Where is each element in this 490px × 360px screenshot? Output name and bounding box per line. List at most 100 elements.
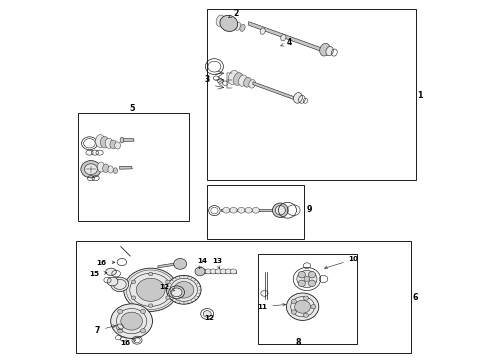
Ellipse shape: [167, 275, 201, 304]
Text: 16: 16: [97, 260, 115, 266]
Ellipse shape: [174, 282, 194, 298]
Ellipse shape: [100, 136, 109, 148]
Ellipse shape: [210, 269, 217, 274]
Ellipse shape: [120, 137, 123, 143]
Ellipse shape: [220, 15, 238, 31]
Ellipse shape: [294, 93, 302, 103]
Polygon shape: [120, 166, 132, 169]
Text: 9: 9: [306, 205, 312, 214]
Ellipse shape: [205, 269, 212, 274]
Ellipse shape: [286, 293, 319, 320]
Ellipse shape: [148, 304, 153, 307]
Ellipse shape: [240, 24, 245, 31]
Text: 12: 12: [159, 284, 175, 291]
Ellipse shape: [225, 269, 232, 274]
Text: 6: 6: [413, 292, 418, 302]
Text: 4: 4: [281, 38, 292, 47]
Ellipse shape: [118, 329, 122, 333]
Ellipse shape: [171, 288, 182, 297]
Ellipse shape: [111, 304, 152, 338]
Ellipse shape: [298, 271, 305, 278]
Ellipse shape: [297, 270, 317, 288]
Text: 2: 2: [228, 9, 239, 18]
Bar: [77, 113, 189, 221]
Ellipse shape: [113, 168, 118, 174]
Ellipse shape: [121, 312, 143, 330]
Text: 7: 7: [95, 325, 116, 335]
Ellipse shape: [275, 206, 285, 215]
Ellipse shape: [141, 329, 146, 333]
Ellipse shape: [303, 313, 309, 318]
Ellipse shape: [244, 77, 251, 87]
Ellipse shape: [203, 311, 211, 317]
Ellipse shape: [220, 269, 227, 274]
Ellipse shape: [118, 309, 122, 314]
Ellipse shape: [108, 166, 113, 173]
Ellipse shape: [131, 280, 136, 284]
Bar: [76, 241, 411, 353]
Text: 15: 15: [90, 271, 107, 277]
Text: 14: 14: [197, 258, 208, 269]
Ellipse shape: [200, 269, 207, 274]
Polygon shape: [200, 270, 236, 273]
Ellipse shape: [96, 135, 105, 148]
Text: 1: 1: [417, 91, 423, 100]
Polygon shape: [253, 82, 295, 100]
Text: 5: 5: [129, 104, 135, 112]
Ellipse shape: [235, 22, 241, 30]
Ellipse shape: [166, 280, 170, 284]
Ellipse shape: [252, 207, 259, 213]
Ellipse shape: [148, 272, 153, 276]
Ellipse shape: [221, 17, 228, 27]
Ellipse shape: [260, 28, 265, 34]
Text: 11: 11: [257, 303, 286, 310]
Ellipse shape: [105, 138, 113, 148]
Ellipse shape: [215, 269, 221, 274]
Ellipse shape: [320, 43, 330, 56]
Ellipse shape: [230, 269, 237, 274]
Ellipse shape: [225, 19, 233, 28]
Bar: [258, 254, 357, 344]
Text: 13: 13: [212, 258, 222, 269]
Ellipse shape: [84, 164, 98, 175]
Ellipse shape: [308, 280, 316, 287]
Bar: [207, 185, 304, 239]
Ellipse shape: [141, 309, 146, 314]
Ellipse shape: [304, 276, 310, 282]
Ellipse shape: [233, 73, 243, 85]
Ellipse shape: [245, 207, 252, 213]
Ellipse shape: [303, 296, 309, 300]
Ellipse shape: [230, 207, 237, 213]
Ellipse shape: [107, 277, 118, 286]
Ellipse shape: [110, 140, 117, 149]
Ellipse shape: [174, 258, 187, 269]
Ellipse shape: [298, 280, 305, 287]
Text: 12: 12: [204, 315, 214, 320]
Bar: [207, 9, 416, 180]
Text: 16: 16: [121, 339, 136, 346]
Text: 8: 8: [295, 338, 301, 347]
Ellipse shape: [326, 46, 333, 56]
Ellipse shape: [136, 278, 165, 301]
Ellipse shape: [308, 271, 316, 278]
Ellipse shape: [115, 142, 121, 149]
Ellipse shape: [294, 300, 311, 313]
Ellipse shape: [281, 35, 286, 41]
Ellipse shape: [239, 75, 247, 86]
Text: 10: 10: [324, 256, 359, 269]
Ellipse shape: [249, 80, 256, 88]
Ellipse shape: [111, 277, 129, 292]
Polygon shape: [122, 139, 134, 141]
Polygon shape: [248, 22, 320, 51]
Ellipse shape: [195, 267, 205, 276]
Ellipse shape: [292, 310, 296, 314]
Ellipse shape: [106, 268, 117, 275]
Ellipse shape: [131, 296, 136, 300]
Ellipse shape: [222, 207, 230, 213]
Ellipse shape: [103, 164, 109, 172]
Ellipse shape: [98, 162, 104, 172]
Ellipse shape: [272, 203, 288, 217]
Ellipse shape: [123, 268, 178, 311]
Ellipse shape: [238, 207, 245, 213]
Ellipse shape: [228, 70, 239, 85]
